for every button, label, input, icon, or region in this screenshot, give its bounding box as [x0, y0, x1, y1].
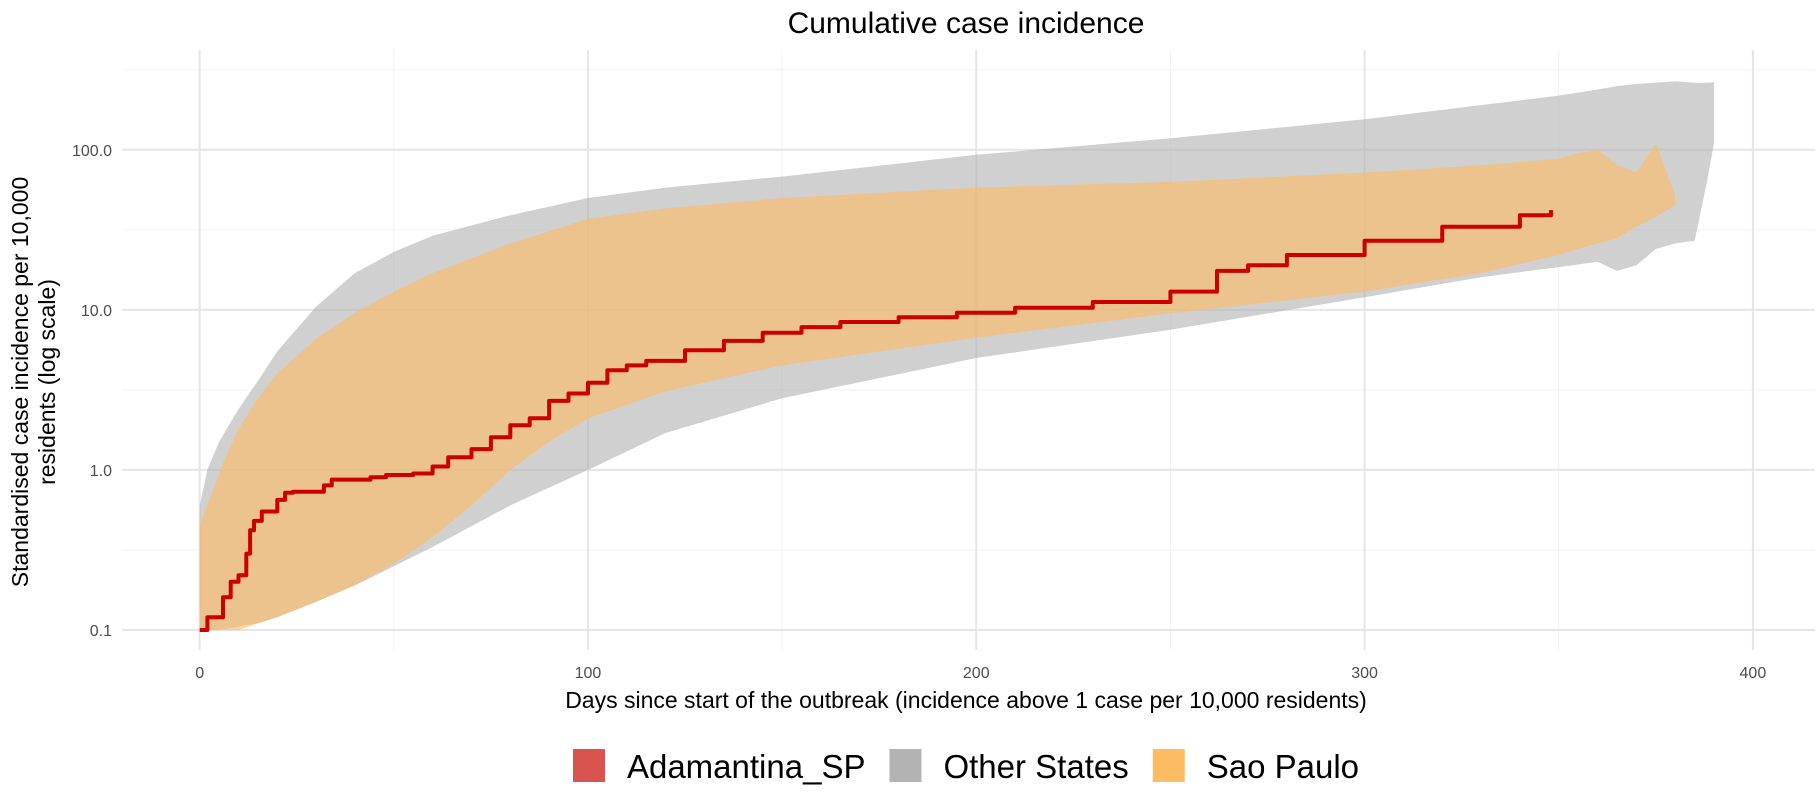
- x-tick-label: 0: [195, 665, 204, 682]
- chart-title: Cumulative case incidence: [788, 7, 1145, 40]
- y-axis-label-line-1: Standardised case incidence per 10,000: [7, 177, 33, 587]
- legend-swatch: [1152, 749, 1185, 782]
- y-tick-label: 1.0: [90, 463, 112, 480]
- y-axis-label-line-2: residents (log scale): [34, 279, 60, 485]
- legend-swatch: [572, 749, 605, 782]
- legend-label: Adamantina_SP: [627, 748, 866, 785]
- x-tick-label: 300: [1351, 665, 1378, 682]
- y-tick-label: 10.0: [81, 303, 112, 320]
- y-tick-label: 0.1: [90, 623, 112, 640]
- legend-label: Other States: [943, 748, 1128, 785]
- legend-swatch: [889, 749, 922, 782]
- ribbon-areas: [199, 81, 1715, 630]
- x-tick-label: 200: [963, 665, 990, 682]
- x-axis-label: Days since start of the outbreak (incide…: [565, 687, 1367, 713]
- series-lines: [199, 210, 1553, 632]
- ribbon-sao-paulo: [199, 143, 1676, 630]
- legend-label: Sao Paulo: [1207, 748, 1359, 785]
- axis-ticks: 0 100 200 300 400 0.1 1.0 10.0 100.0: [72, 143, 1766, 682]
- x-tick-label: 100: [575, 665, 602, 682]
- y-axis-label-group: Standardised case incidence per 10,000 r…: [7, 177, 60, 587]
- y-tick-label: 100.0: [72, 143, 112, 160]
- x-tick-label: 400: [1740, 665, 1767, 682]
- legend: Adamantina_SP Other States Sao Paulo: [572, 748, 1359, 785]
- line-adamantina-sp: [199, 210, 1553, 632]
